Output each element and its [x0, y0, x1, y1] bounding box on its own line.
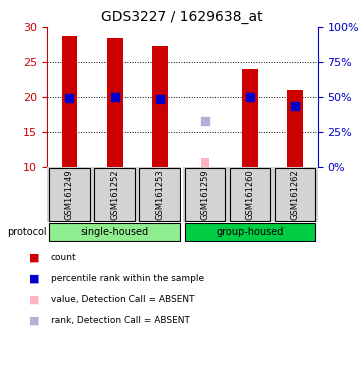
FancyBboxPatch shape [49, 168, 90, 221]
Text: value, Detection Call = ABSENT: value, Detection Call = ABSENT [51, 295, 194, 304]
Text: count: count [51, 253, 76, 262]
Text: ■: ■ [29, 252, 39, 262]
FancyBboxPatch shape [275, 168, 316, 221]
Text: GSM161253: GSM161253 [155, 169, 164, 220]
Bar [201, 158, 209, 167]
Bar [107, 38, 122, 167]
Text: GSM161262: GSM161262 [291, 169, 300, 220]
FancyBboxPatch shape [49, 223, 180, 241]
Text: rank, Detection Call = ABSENT: rank, Detection Call = ABSENT [51, 316, 190, 325]
Bar [62, 36, 77, 167]
Text: GSM161252: GSM161252 [110, 169, 119, 220]
Text: GSM161249: GSM161249 [65, 169, 74, 220]
Text: ■: ■ [29, 316, 39, 326]
Text: ■: ■ [29, 295, 39, 305]
FancyBboxPatch shape [184, 168, 225, 221]
Text: protocol: protocol [7, 227, 47, 237]
Text: group-housed: group-housed [216, 227, 284, 237]
FancyBboxPatch shape [94, 168, 135, 221]
Bar [287, 90, 303, 167]
Text: percentile rank within the sample: percentile rank within the sample [51, 274, 204, 283]
FancyBboxPatch shape [184, 223, 316, 241]
Title: GDS3227 / 1629638_at: GDS3227 / 1629638_at [101, 10, 263, 25]
Text: GSM161260: GSM161260 [245, 169, 255, 220]
Text: single-housed: single-housed [81, 227, 149, 237]
FancyBboxPatch shape [139, 168, 180, 221]
Text: GSM161259: GSM161259 [200, 169, 209, 220]
Bar [242, 70, 258, 167]
Text: ■: ■ [29, 273, 39, 283]
Bar [152, 46, 168, 167]
FancyBboxPatch shape [230, 168, 270, 221]
